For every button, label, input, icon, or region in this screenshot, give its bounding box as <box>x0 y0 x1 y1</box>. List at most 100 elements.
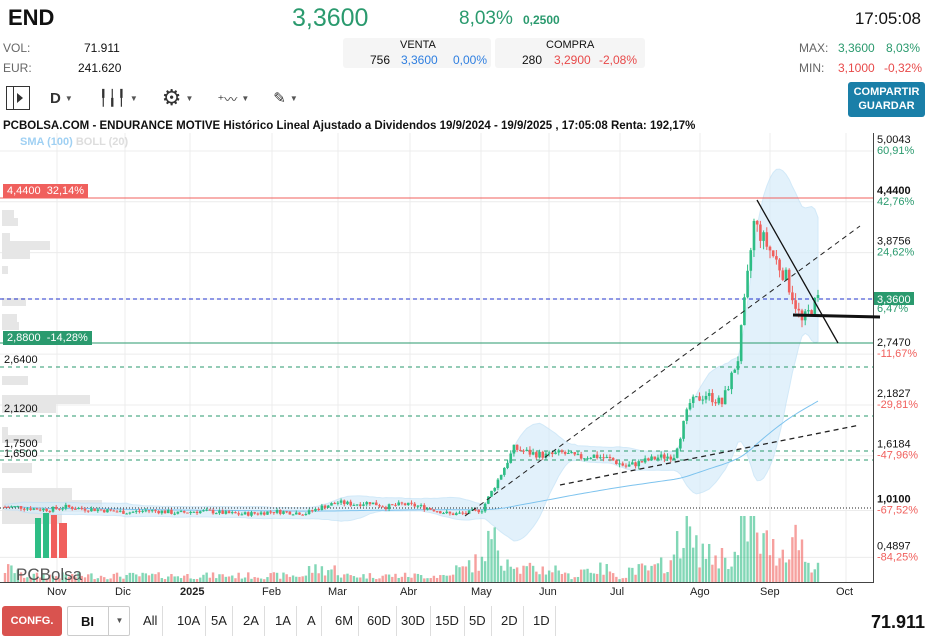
compra-price: 3,2900 <box>554 53 591 67</box>
share-save-button[interactable]: COMPARTIR GUARDAR <box>848 82 925 117</box>
volume-bar <box>666 572 669 582</box>
candle <box>83 508 87 511</box>
volume-bar <box>714 555 717 582</box>
volume-bar <box>400 576 404 582</box>
candle <box>538 451 541 458</box>
volume-bar <box>173 576 176 582</box>
chevron-down-icon[interactable]: ▼ <box>241 93 250 103</box>
candle <box>141 510 144 512</box>
volume-bar <box>336 575 340 582</box>
volume-bar <box>576 576 580 582</box>
volume-bar <box>464 566 468 582</box>
candle <box>80 507 84 509</box>
volume-bar <box>656 563 660 582</box>
candle <box>157 511 160 514</box>
candle <box>685 409 689 421</box>
chevron-down-icon[interactable]: ▼ <box>129 93 138 103</box>
range-button-1d[interactable]: 1D <box>528 606 556 636</box>
date-tick-label: Dic <box>115 586 131 598</box>
date-tick-label: Ago <box>690 586 710 598</box>
volume-bar <box>717 568 720 582</box>
volume-bar <box>435 577 439 582</box>
range-button-5d[interactable]: 5D <box>464 606 492 636</box>
candle <box>390 504 394 506</box>
range-button-5a[interactable]: 5A <box>206 606 233 636</box>
range-button-60d[interactable]: 60D <box>362 606 397 636</box>
candle <box>467 510 471 514</box>
range-button-a[interactable]: A <box>302 606 322 636</box>
range-button-1a[interactable]: 1A <box>270 606 297 636</box>
horizontal-levels <box>0 197 873 509</box>
volume-bar <box>586 568 589 582</box>
candle <box>413 503 417 507</box>
indicators-icon[interactable]: ⁺〰 <box>217 91 238 107</box>
volume-bar <box>29 577 32 582</box>
candle <box>186 512 189 514</box>
candle <box>166 510 170 514</box>
candle <box>720 397 724 405</box>
volume-bar <box>135 574 138 582</box>
volume-bar <box>643 565 647 582</box>
chevron-down-icon[interactable]: ▼ <box>289 93 298 103</box>
candle <box>480 511 484 513</box>
volume-bar <box>157 572 160 582</box>
volume-bar <box>224 576 228 582</box>
period-select[interactable]: D <box>50 89 61 107</box>
volume-bar <box>439 575 442 582</box>
volume-bar <box>426 578 429 582</box>
volume-bar <box>141 572 144 582</box>
config-button[interactable]: CONFG. <box>2 606 62 636</box>
volume-bar <box>291 575 295 582</box>
candle <box>250 512 253 516</box>
volume-bar <box>730 566 733 582</box>
range-button-2a[interactable]: 2A <box>238 606 265 636</box>
range-button-10a[interactable]: 10A <box>172 606 207 636</box>
volume-bar <box>346 573 349 582</box>
volume-bar <box>211 572 215 582</box>
volume-bar <box>615 576 618 582</box>
chart-mode-select[interactable]: BI ▼ <box>67 606 130 636</box>
range-button-15d[interactable]: 15D <box>430 606 465 636</box>
gear-icon[interactable]: ⚙ <box>161 85 182 110</box>
chevron-down-icon[interactable]: ▼ <box>108 607 130 635</box>
venta-pct: 0,00% <box>453 53 488 67</box>
range-button-6m[interactable]: 6M <box>330 606 360 636</box>
candle <box>189 511 192 513</box>
candle <box>791 292 794 301</box>
chevron-down-icon[interactable]: ▼ <box>185 93 194 103</box>
volume-bar <box>307 566 311 582</box>
range-button-2d[interactable]: 2D <box>496 606 524 636</box>
chevron-down-icon[interactable]: ▼ <box>64 93 73 103</box>
volume-bar <box>618 579 621 582</box>
volume-bar <box>525 566 528 582</box>
volume-bar <box>151 573 154 582</box>
candle <box>26 508 29 510</box>
sma-legend[interactable]: SMA (100) <box>20 136 73 148</box>
candle <box>384 507 388 510</box>
candles-icon[interactable]: ╿╽╿ <box>98 90 126 107</box>
range-button-all[interactable]: All <box>138 606 164 636</box>
candle <box>346 501 349 505</box>
drawing-pencil-icon[interactable]: ✎ <box>273 90 286 107</box>
panel-toggle-button[interactable] <box>6 86 30 110</box>
candle <box>253 512 256 514</box>
volume-bar <box>691 547 695 582</box>
candle <box>246 512 250 516</box>
candle <box>522 450 525 452</box>
candle <box>272 512 276 514</box>
boll-legend[interactable]: BOLL (20) <box>75 136 129 148</box>
volume-bar <box>55 576 58 582</box>
candle <box>333 503 336 505</box>
trendlines[interactable] <box>464 199 881 517</box>
volume-bar <box>563 572 567 582</box>
range-button-30d[interactable]: 30D <box>396 606 431 636</box>
candle <box>669 456 673 460</box>
volume-bar <box>192 578 196 582</box>
volume-bar <box>509 566 512 582</box>
volume-bar <box>45 578 48 582</box>
volume-bar <box>202 574 205 582</box>
volume-bar <box>595 573 599 582</box>
sma-line <box>4 400 819 512</box>
volume-bar <box>515 567 519 582</box>
